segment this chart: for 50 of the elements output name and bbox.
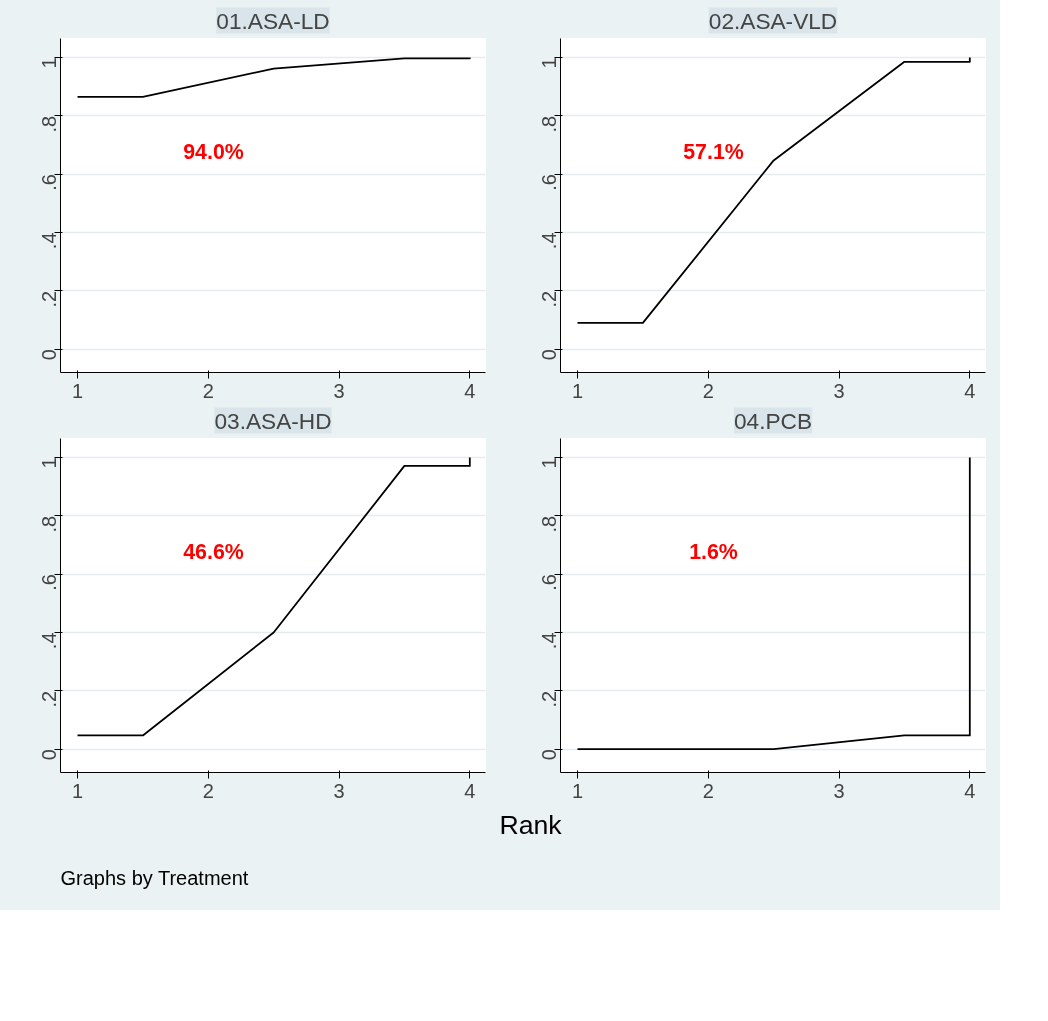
y-tick-label: .2	[538, 690, 561, 708]
y-tick-label: 0	[38, 349, 61, 361]
x-tick-label: 3	[833, 379, 845, 402]
y-tick-label: 1	[38, 457, 61, 469]
x-tick-label: 2	[702, 379, 714, 402]
y-tick-label: .6	[538, 574, 561, 591]
annotation: 57.1%	[683, 140, 744, 165]
x-tick-label: 1	[71, 379, 84, 402]
x-tick-label: 3	[333, 379, 345, 402]
y-tick-label: .4	[38, 632, 61, 650]
x-tick-label: 3	[833, 779, 845, 802]
chart-title: 02.ASA-VLD	[708, 7, 838, 34]
chart-title: 03.ASA-HD	[214, 407, 332, 434]
y-tick-label: .4	[38, 232, 61, 250]
x-tick-label: 1	[571, 379, 584, 402]
annotation: 94.0%	[183, 140, 244, 165]
y-tick-label: 0	[538, 749, 561, 761]
chart-title: 01.ASA-LD	[216, 7, 330, 34]
x-tick-label: 4	[464, 779, 476, 802]
x-tick-label: 4	[964, 779, 976, 802]
text: Graphs by Treatment	[60, 866, 249, 889]
x-tick-label: 1	[571, 779, 584, 802]
y-tick-label: 0	[538, 349, 561, 361]
x-tick-label: 3	[333, 779, 345, 802]
y-tick-label: .8	[38, 115, 61, 133]
x-axis-title: Rank	[499, 809, 563, 840]
y-tick-label: .8	[538, 515, 561, 533]
annotation: 1.6%	[689, 540, 738, 565]
y-tick-label: .8	[38, 515, 61, 533]
y-tick-label: 1	[38, 57, 61, 69]
y-tick-label: .4	[538, 632, 561, 650]
x-tick-label: 2	[202, 779, 214, 802]
x-tick-label: 2	[702, 779, 714, 802]
x-tick-label: 1	[71, 779, 84, 802]
y-tick-label: .2	[38, 290, 61, 308]
y-tick-label: .6	[538, 174, 561, 191]
chart-title: 04.PCB	[733, 407, 813, 434]
x-tick-label: 2	[202, 379, 214, 402]
x-tick-label: 4	[464, 379, 476, 402]
y-tick-label: .2	[38, 690, 61, 708]
y-tick-label: .6	[38, 574, 61, 591]
annotation: 46.6%	[183, 540, 244, 565]
y-tick-label: 1	[538, 457, 561, 469]
y-tick-label: .8	[538, 115, 561, 133]
y-tick-label: 0	[38, 749, 61, 761]
y-tick-label: 1	[538, 57, 561, 69]
y-tick-label: .4	[538, 232, 561, 250]
y-tick-label: .2	[538, 290, 561, 308]
x-tick-label: 4	[964, 379, 976, 402]
y-tick-label: .6	[38, 174, 61, 191]
